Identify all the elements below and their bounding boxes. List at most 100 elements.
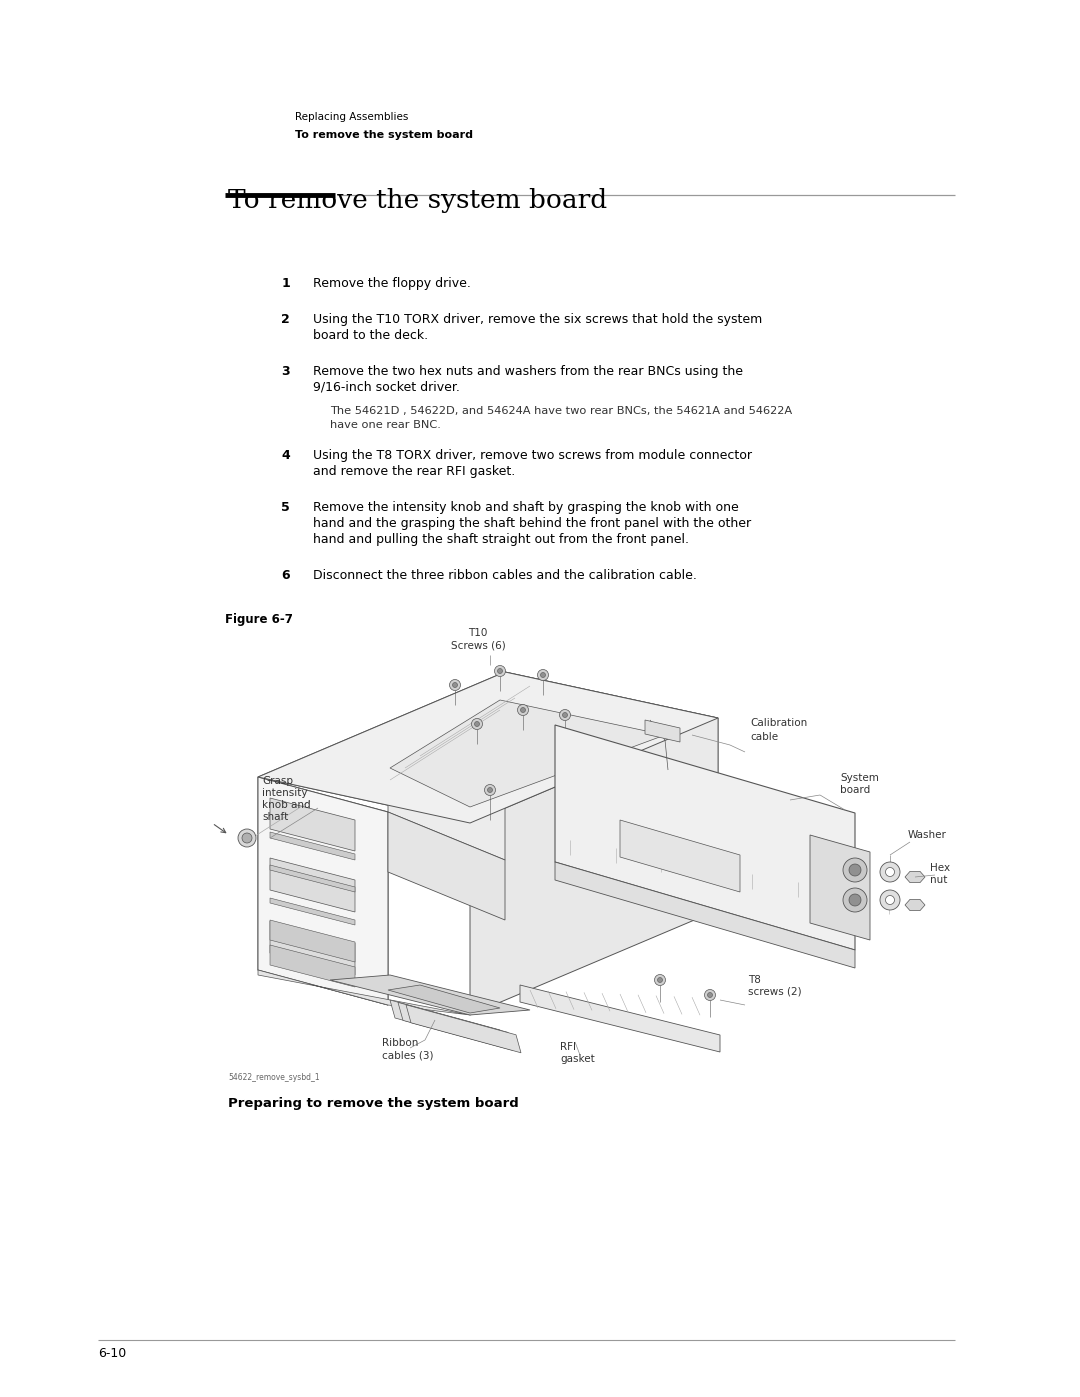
Text: To remove the system board: To remove the system board: [295, 130, 473, 140]
Polygon shape: [258, 970, 470, 1016]
Circle shape: [886, 895, 894, 904]
Text: gasket: gasket: [561, 1053, 595, 1065]
Polygon shape: [905, 872, 924, 883]
Polygon shape: [905, 900, 924, 911]
Polygon shape: [270, 921, 355, 975]
Circle shape: [242, 833, 252, 842]
Circle shape: [880, 890, 900, 909]
Text: board to the deck.: board to the deck.: [313, 330, 428, 342]
Circle shape: [704, 989, 715, 1000]
Text: Remove the floppy drive.: Remove the floppy drive.: [313, 277, 471, 291]
Text: hand and the grasping the shaft behind the front panel with the other: hand and the grasping the shaft behind t…: [313, 517, 751, 529]
Circle shape: [521, 707, 526, 712]
Polygon shape: [258, 672, 718, 823]
Text: hand and pulling the shaft straight out from the front panel.: hand and pulling the shaft straight out …: [313, 534, 689, 546]
Circle shape: [485, 785, 496, 795]
Polygon shape: [270, 865, 355, 893]
Polygon shape: [390, 700, 665, 807]
Circle shape: [238, 828, 256, 847]
Text: Calibration: Calibration: [750, 718, 807, 728]
Text: Remove the intensity knob and shaft by grasping the knob with one: Remove the intensity knob and shaft by g…: [313, 502, 739, 514]
Polygon shape: [645, 719, 680, 742]
Circle shape: [563, 712, 567, 718]
Text: Using the T8 TORX driver, remove two screws from module connector: Using the T8 TORX driver, remove two scr…: [313, 448, 752, 462]
Polygon shape: [505, 672, 718, 805]
Circle shape: [843, 858, 867, 882]
Circle shape: [540, 672, 545, 678]
Text: RFI: RFI: [561, 1042, 576, 1052]
Circle shape: [538, 669, 549, 680]
Text: Ribbon: Ribbon: [382, 1038, 418, 1048]
Circle shape: [559, 710, 570, 721]
Text: T8: T8: [748, 975, 761, 985]
Polygon shape: [555, 725, 855, 950]
Text: 4: 4: [281, 448, 291, 462]
Text: cables (3): cables (3): [382, 1051, 433, 1060]
Text: have one rear BNC.: have one rear BNC.: [330, 420, 441, 430]
Text: Preparing to remove the system board: Preparing to remove the system board: [228, 1097, 518, 1111]
Text: Replacing Assemblies: Replacing Assemblies: [295, 112, 408, 122]
Text: Remove the two hex nuts and washers from the rear BNCs using the: Remove the two hex nuts and washers from…: [313, 365, 743, 379]
Polygon shape: [388, 672, 505, 861]
Text: board: board: [840, 785, 870, 795]
Circle shape: [707, 992, 713, 997]
Text: Screws (6): Screws (6): [450, 640, 505, 650]
Text: 2: 2: [281, 313, 291, 326]
Polygon shape: [390, 1000, 505, 1048]
Circle shape: [495, 665, 505, 676]
Circle shape: [472, 718, 483, 729]
Text: 6-10: 6-10: [98, 1347, 126, 1361]
Text: T10: T10: [469, 629, 488, 638]
Circle shape: [453, 683, 458, 687]
Text: 6: 6: [282, 569, 291, 583]
Text: Washer: Washer: [908, 830, 947, 840]
Polygon shape: [270, 944, 355, 988]
Polygon shape: [258, 777, 388, 1004]
Circle shape: [849, 863, 861, 876]
Polygon shape: [399, 1003, 513, 1051]
Polygon shape: [270, 798, 355, 851]
Text: 1: 1: [281, 277, 291, 291]
Circle shape: [517, 704, 528, 715]
Polygon shape: [555, 862, 855, 968]
Text: screws (2): screws (2): [748, 988, 801, 997]
Circle shape: [654, 975, 665, 985]
Text: 54622_remove_sysbd_1: 54622_remove_sysbd_1: [228, 1073, 320, 1083]
Polygon shape: [388, 985, 500, 1013]
Circle shape: [880, 862, 900, 882]
Circle shape: [843, 888, 867, 912]
Text: 9/16-inch socket driver.: 9/16-inch socket driver.: [313, 381, 460, 394]
Text: intensity: intensity: [262, 788, 308, 798]
Text: 5: 5: [281, 502, 291, 514]
Text: Using the T10 TORX driver, remove the six screws that hold the system: Using the T10 TORX driver, remove the si…: [313, 313, 762, 326]
Circle shape: [849, 894, 861, 907]
Text: cable: cable: [750, 732, 778, 742]
Circle shape: [886, 868, 894, 876]
Polygon shape: [258, 672, 718, 823]
Text: shaft: shaft: [262, 812, 288, 821]
Polygon shape: [388, 812, 505, 921]
Polygon shape: [270, 921, 355, 963]
Polygon shape: [519, 985, 720, 1052]
Text: 3: 3: [282, 365, 291, 379]
Polygon shape: [330, 975, 530, 1016]
Text: Figure 6-7: Figure 6-7: [225, 613, 293, 626]
Polygon shape: [810, 835, 870, 940]
Polygon shape: [470, 718, 718, 1016]
Polygon shape: [270, 858, 355, 912]
Text: Grasp: Grasp: [262, 775, 293, 787]
Circle shape: [498, 669, 502, 673]
Text: System: System: [840, 773, 879, 782]
Polygon shape: [258, 777, 388, 1004]
Text: Hex: Hex: [930, 863, 950, 873]
Circle shape: [487, 788, 492, 792]
Circle shape: [658, 978, 662, 982]
Text: The 54621D , 54622D, and 54624A have two rear BNCs, the 54621A and 54622A: The 54621D , 54622D, and 54624A have two…: [330, 407, 792, 416]
Circle shape: [449, 679, 460, 690]
Polygon shape: [270, 898, 355, 925]
Polygon shape: [620, 820, 740, 893]
Circle shape: [474, 721, 480, 726]
Polygon shape: [406, 1004, 521, 1053]
Text: and remove the rear RFI gasket.: and remove the rear RFI gasket.: [313, 465, 515, 478]
Polygon shape: [270, 833, 355, 861]
